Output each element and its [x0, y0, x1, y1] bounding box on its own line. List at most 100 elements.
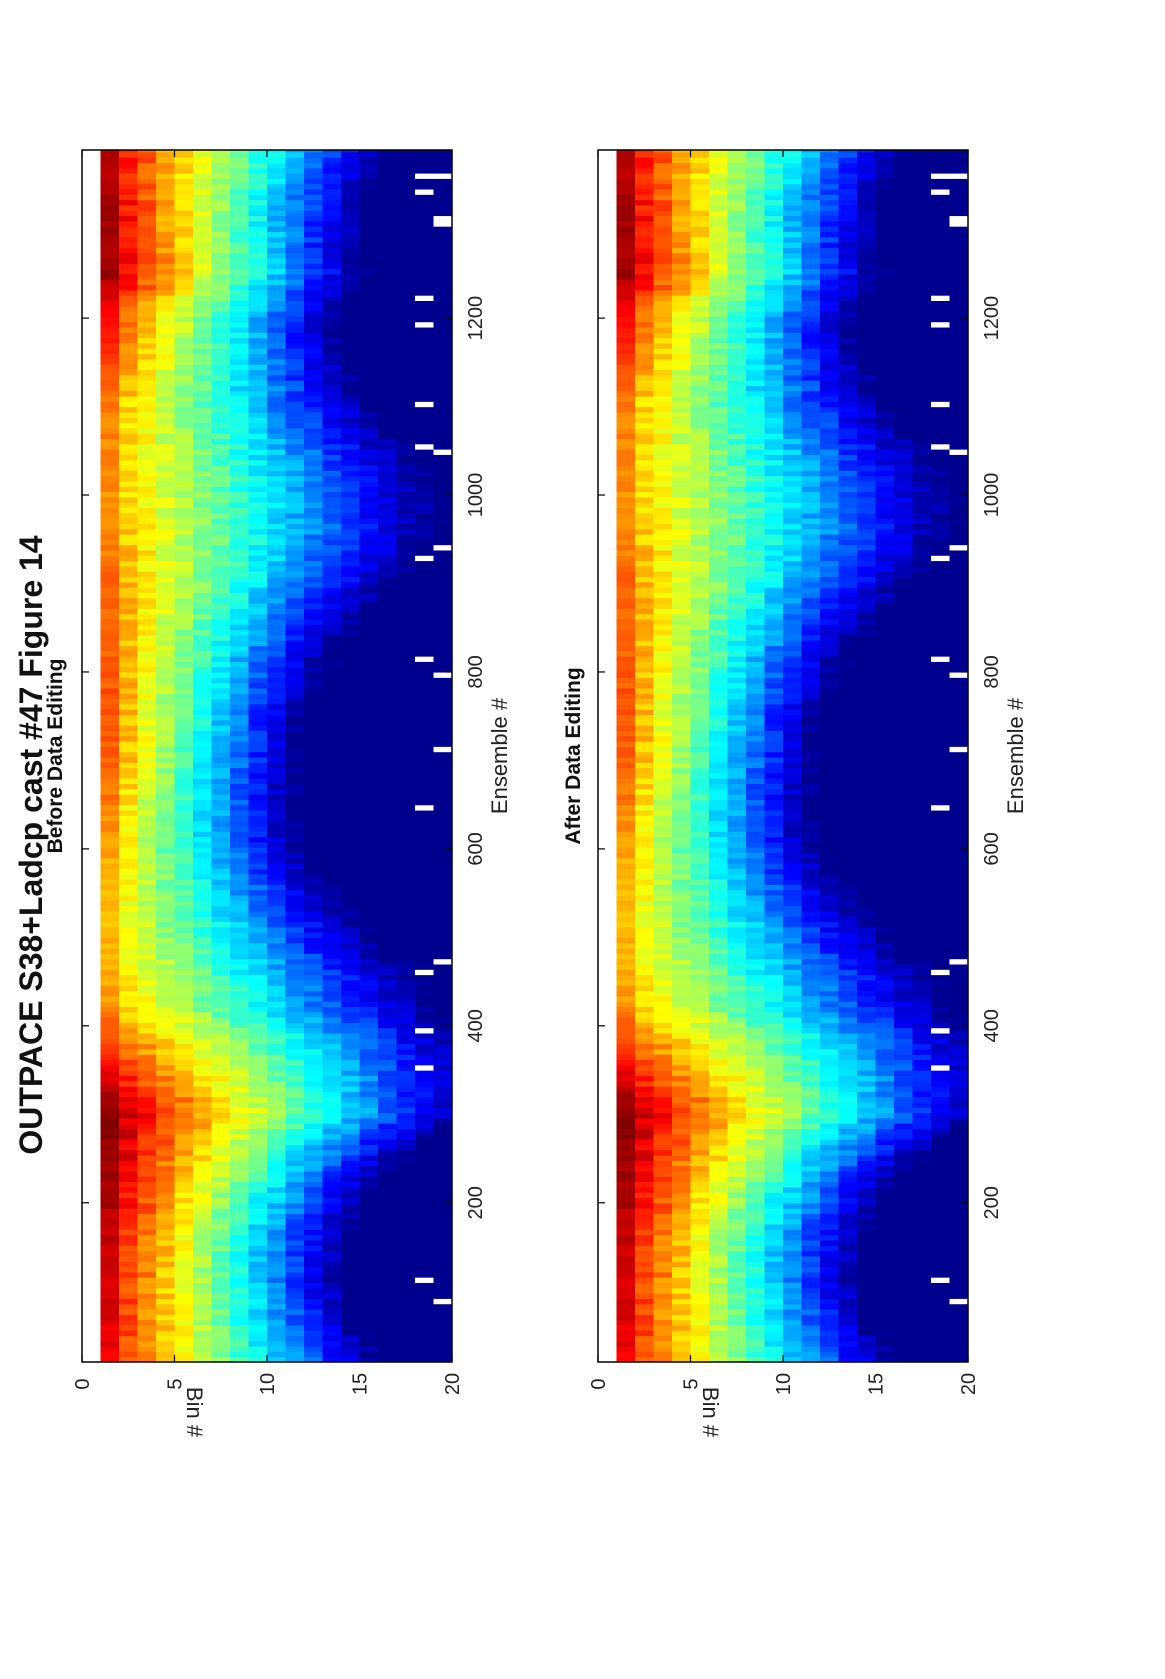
heatmap-cell: [433, 852, 452, 859]
heatmap-cell: [267, 905, 287, 912]
heatmap-cell: [396, 358, 416, 365]
heatmap-cell: [285, 958, 305, 965]
heatmap-cell: [100, 947, 120, 954]
heatmap-cell: [193, 560, 213, 567]
heatmap-cell: [415, 443, 435, 450]
heatmap-cell: [433, 565, 452, 572]
heatmap-cell: [359, 969, 379, 976]
heatmap-cell: [211, 1223, 231, 1230]
heatmap-cell: [433, 1096, 452, 1103]
heatmap-cell: [230, 698, 250, 705]
heatmap-cell: [359, 746, 379, 753]
heatmap-cell: [230, 719, 250, 726]
heatmap-cell: [415, 1250, 435, 1257]
heatmap-cell: [174, 210, 194, 217]
heatmap-cell: [359, 1271, 379, 1278]
heatmap-cell: [174, 188, 194, 195]
heatmap-cell: [267, 358, 287, 365]
heatmap-cell: [285, 295, 305, 301]
heatmap-cell: [433, 650, 452, 657]
heatmap-cell: [285, 847, 305, 854]
heatmap-cell: [119, 905, 139, 912]
heatmap-cell: [341, 289, 361, 296]
heatmap-cell: [727, 1324, 747, 1331]
heatmap-cell: [378, 353, 398, 360]
heatmap-cell: [304, 1186, 324, 1193]
heatmap-cell: [137, 220, 157, 227]
heatmap-cell: [156, 1027, 176, 1034]
heatmap-cell: [304, 480, 324, 487]
heatmap-cell: [433, 311, 452, 317]
heatmap-cell: [248, 1022, 268, 1029]
heatmap-cell: [267, 1271, 287, 1278]
heatmap-cell: [452, 821, 471, 827]
heatmap-cell: [211, 1080, 231, 1087]
heatmap-cell: [341, 1032, 361, 1039]
heatmap-cell: [304, 958, 324, 965]
heatmap-cell: [156, 974, 176, 981]
heatmap-cell: [341, 921, 361, 928]
heatmap-cell: [341, 618, 361, 625]
heatmap-cell: [396, 279, 416, 286]
heatmap-cell: [285, 618, 305, 625]
heatmap-cell: [267, 1139, 287, 1145]
heatmap-cell: [267, 942, 287, 949]
heatmap-cell: [119, 284, 139, 291]
heatmap-cell: [322, 778, 342, 785]
heatmap-cell: [304, 470, 324, 477]
heatmap-cell: [119, 1303, 139, 1310]
heatmap-cell: [119, 555, 139, 562]
heatmap-cell: [415, 374, 435, 381]
heatmap-cell: [211, 247, 231, 254]
heatmap-cell: [415, 815, 435, 822]
heatmap-cell: [396, 353, 416, 360]
heatmap-cell: [174, 295, 194, 301]
heatmap-cell: [119, 390, 139, 397]
heatmap-cell: [267, 687, 287, 694]
heatmap-cell: [285, 1160, 305, 1167]
heatmap-cell: [137, 762, 157, 769]
heatmap-cell: [304, 809, 324, 816]
heatmap-cell: [193, 1085, 213, 1092]
heatmap-cell: [341, 847, 361, 854]
heatmap-cell: [137, 576, 157, 583]
heatmap-cell: [433, 1330, 452, 1337]
heatmap-cell: [359, 257, 379, 264]
heatmap-cell: [100, 247, 120, 254]
heatmap-cell: [968, 1335, 987, 1341]
heatmap-cell: [304, 778, 324, 785]
heatmap-cell: [211, 587, 231, 593]
heatmap-cell: [156, 772, 176, 779]
heatmap-cell: [820, 1277, 840, 1283]
heatmap-cell: [396, 995, 416, 1002]
heatmap-cell: [174, 618, 194, 625]
heatmap-cell: [433, 1213, 452, 1220]
heatmap-cell: [100, 905, 120, 912]
heatmap-cell: [968, 1309, 987, 1315]
heatmap-cell: [248, 990, 268, 997]
heatmap-cell: [378, 650, 398, 657]
heatmap-cell: [672, 1266, 692, 1273]
heatmap-cell: [396, 1335, 416, 1342]
heatmap-cell: [230, 799, 250, 806]
heatmap-cell: [156, 767, 176, 774]
heatmap-cell: [211, 884, 231, 891]
heatmap-cell: [211, 597, 231, 604]
heatmap-cell: [396, 629, 416, 636]
heatmap-cell: [894, 1314, 914, 1321]
heatmap-cell: [119, 1335, 139, 1342]
heatmap-cell: [968, 1314, 987, 1320]
heatmap-cell: [322, 257, 342, 264]
heatmap-cell: [415, 1245, 435, 1252]
heatmap-cell: [174, 1213, 194, 1220]
heatmap-cell: [378, 268, 398, 275]
heatmap-cell: [433, 257, 452, 264]
heatmap-cell: [137, 332, 157, 339]
heatmap-cell: [137, 226, 157, 232]
heatmap-cell: [709, 1351, 729, 1358]
heatmap-cell: [211, 1245, 231, 1252]
heatmap-cell: [396, 1011, 416, 1018]
heatmap-cell: [100, 995, 120, 1002]
heatmap-cell: [285, 1096, 305, 1103]
heatmap-cell: [119, 900, 139, 907]
